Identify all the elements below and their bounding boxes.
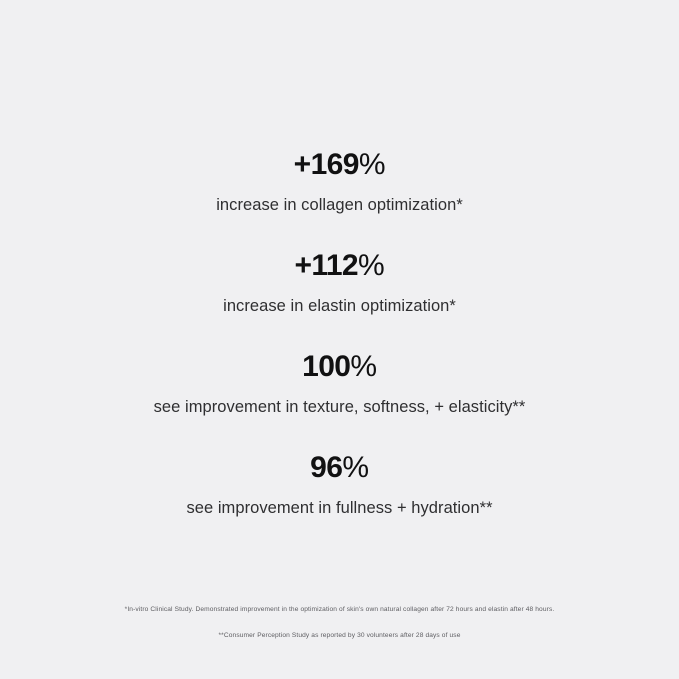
stat-value: +112% [0, 249, 679, 283]
stat-label: increase in elastin optimization* [223, 297, 456, 315]
stat-value: 100% [0, 350, 679, 384]
footnote-clinical-study: *In-vitro Clinical Study. Demonstrated i… [124, 606, 555, 613]
stat-value-number: +112 [294, 249, 359, 282]
stat-value: +169% [0, 148, 679, 182]
footnotes: *In-vitro Clinical Study. Demonstrated i… [0, 604, 679, 641]
footnote-consumer-study: **Consumer Perception Study as reported … [218, 632, 461, 639]
stat-label: see improvement in fullness + hydration*… [186, 499, 493, 517]
stat-item-texture: 100% see improvement in texture, softnes… [0, 350, 679, 451]
stat-value-number: 100 [302, 350, 351, 383]
stat-label: increase in collagen optimization* [216, 196, 463, 214]
stat-item-fullness: 96% see improvement in fullness + hydrat… [0, 451, 679, 552]
stat-value-number: +169 [293, 148, 360, 181]
stat-list: +169% increase in collagen optimization*… [0, 148, 679, 552]
stat-item-elastin: +112% increase in elastin optimization* [0, 249, 679, 350]
percent-symbol: % [358, 148, 386, 181]
percent-symbol: % [350, 350, 377, 383]
stat-value-number: 96 [310, 451, 343, 484]
stat-label: see improvement in texture, softness, + … [153, 398, 526, 416]
percent-symbol: % [342, 451, 369, 484]
stat-value: 96% [0, 451, 679, 485]
stat-item-collagen: +169% increase in collagen optimization* [0, 148, 679, 249]
percent-symbol: % [358, 249, 385, 282]
